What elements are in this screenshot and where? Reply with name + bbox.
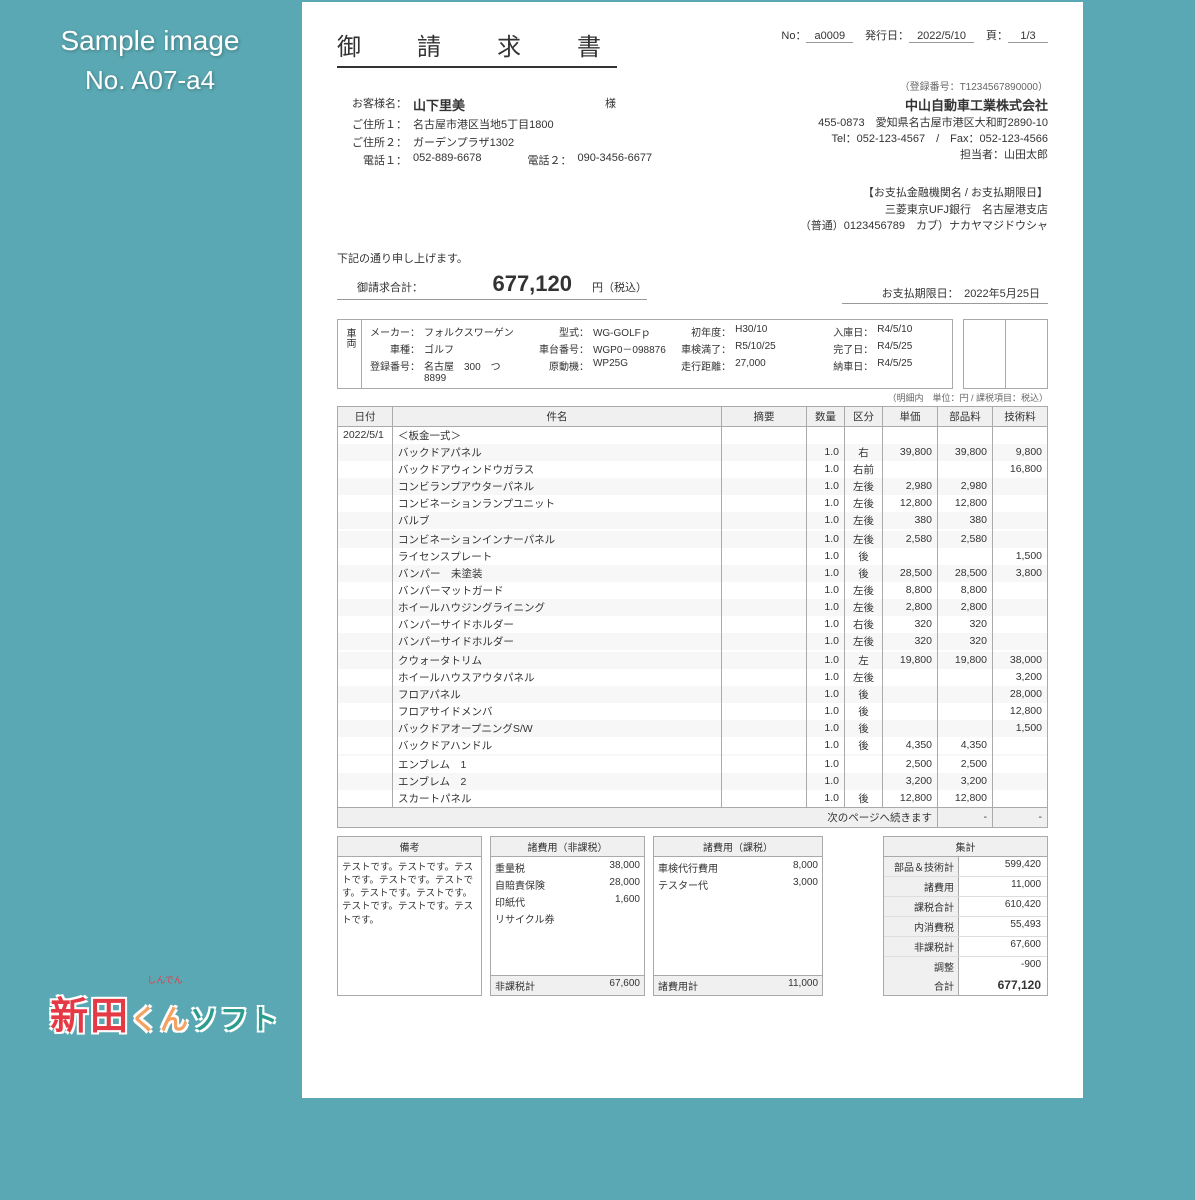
table-row: フロアパネル1.0後28,000 bbox=[338, 686, 1048, 703]
customer-addr2: ガーデンプラザ1302 bbox=[413, 134, 514, 150]
logo-kun: くん bbox=[130, 1004, 190, 1035]
table-row: バルブ1.0左後380380 bbox=[338, 512, 1048, 529]
page-no: 1/3 bbox=[1008, 30, 1048, 43]
logo-soft: ソフト bbox=[190, 1004, 280, 1035]
summary-row: 内消費税55,493 bbox=[884, 917, 1047, 937]
table-row: コンビランプアウターパネル1.0左後2,9802,980 bbox=[338, 478, 1048, 495]
logo-ruby: しんでん bbox=[50, 976, 280, 985]
table-row: コンビネーションインナーパネル1.0左後2,5802,580 bbox=[338, 531, 1048, 548]
remarks-text: テストです。テストです。テストです。テストです。テストです。テストです。テストで… bbox=[338, 857, 481, 967]
summary-row: 非課税計67,600 bbox=[884, 937, 1047, 957]
summary-row: 部品＆技術計599,420 bbox=[884, 857, 1047, 877]
summary-row: 調整-900 bbox=[884, 957, 1047, 976]
page-label: 頁： bbox=[986, 30, 1008, 42]
customer-addr1: 名古屋市港区当地5丁目1800 bbox=[413, 116, 554, 132]
table-row: クウォータトリム1.0左19,80019,80038,000 bbox=[338, 652, 1048, 669]
summary-total: 677,120 bbox=[959, 976, 1047, 995]
table-row: バックドアパネル1.0右39,80039,8009,800 bbox=[338, 444, 1048, 461]
vehicle-info: 車両 メーカー：フォルクスワーゲン 型式：WG-GOLFｐ 初年度：H30/10… bbox=[337, 319, 953, 389]
table-row: エンブレム 11.02,5002,500 bbox=[338, 756, 1048, 773]
table-row: 2022/5/1＜板金一式＞ bbox=[338, 426, 1048, 444]
grand-total: 御請求合計： 677,120 円（税込） bbox=[337, 271, 647, 300]
fees-tax: 諸費用（課税） 車検代行費用8,000テスター代3,000 諸費用計11,000 bbox=[653, 836, 823, 996]
unit-note: （明細内 単位：円 / 課税項目：税込） bbox=[337, 391, 1048, 404]
fee-row: リサイクル券 bbox=[495, 910, 640, 927]
total-amount: 677,120 bbox=[492, 271, 572, 297]
header-meta: No：a0009 発行日：2022/5/10 頁：1/3 bbox=[781, 27, 1048, 43]
invoice-no: a0009 bbox=[806, 30, 853, 43]
customer-block: お客様名：山下里美様 ご住所１：名古屋市港区当地5丁目1800 ご住所２：ガーデ… bbox=[337, 95, 652, 170]
table-row: バンパーサイドホルダー1.0左後320320 bbox=[338, 633, 1048, 650]
sidebar: Sample image No. A07-a4 しんでん 新田くんソフト bbox=[0, 0, 300, 1100]
table-row: バンパー 未塗装1.0後28,50028,5003,800 bbox=[338, 565, 1048, 582]
fees-nontax: 諸費用（非課税） 重量税38,000自賠責保険28,000印紙代1,600リサイ… bbox=[490, 836, 645, 996]
logo-kanji: 新田 bbox=[50, 996, 130, 1038]
customer-name: 山下里美 bbox=[413, 95, 465, 114]
table-row: バンパーサイドホルダー1.0右後320320 bbox=[338, 616, 1048, 633]
issue-date: 2022/5/10 bbox=[909, 30, 974, 43]
fee-row: 重量税38,000 bbox=[495, 859, 640, 876]
table-row: バンパーマットガード1.0左後8,8008,800 bbox=[338, 582, 1048, 599]
company-addr: 455-0873 愛知県名古屋市港区大和町2890-10 bbox=[818, 114, 1048, 130]
fee-row: 印紙代1,600 bbox=[495, 893, 640, 910]
table-row: バックドアオープニングS/W1.0後1,500 bbox=[338, 720, 1048, 737]
registration-no: （登録番号：T1234567890000） bbox=[337, 78, 1048, 93]
company-block: 中山自動車工業株式会社 455-0873 愛知県名古屋市港区大和町2890-10… bbox=[818, 95, 1048, 170]
summary-row: 課税合計610,420 bbox=[884, 897, 1047, 917]
table-row: コンビネーションランプユニット1.0左後12,80012,800 bbox=[338, 495, 1048, 512]
stamp-box bbox=[963, 319, 1048, 389]
bank-account: （普通）0123456789 カブ）ナカヤマジドウシャ bbox=[337, 218, 1048, 235]
payment-info: 【お支払金融機関名 / お支払期限日】 三菱東京UFJ銀行 名古屋港支店 （普通… bbox=[337, 185, 1048, 235]
customer-tel2: 090-3456-6677 bbox=[578, 152, 653, 168]
company-pic: 担当者：山田太郎 bbox=[818, 146, 1048, 162]
preamble: 下記の通り申し上げます。 bbox=[337, 250, 1048, 266]
summary-row: 諸費用11,000 bbox=[884, 877, 1047, 897]
table-row: フロアサイドメンバ1.0後12,800 bbox=[338, 703, 1048, 720]
fee-row: テスター代3,000 bbox=[658, 876, 818, 893]
customer-tel1: 052-889-6678 bbox=[413, 152, 482, 168]
table-row: バックドアハンドル1.0後4,3504,350 bbox=[338, 737, 1048, 754]
table-row: バックドアウィンドウガラス1.0右前16,800 bbox=[338, 461, 1048, 478]
continue-note: 次のページへ続きます bbox=[338, 807, 938, 827]
bank-name: 三菱東京UFJ銀行 名古屋港支店 bbox=[337, 202, 1048, 219]
table-row: スカートパネル1.0後12,80012,800 bbox=[338, 790, 1048, 808]
company-name: 中山自動車工業株式会社 bbox=[818, 95, 1048, 114]
document-title: 御 請 求 書 bbox=[337, 27, 617, 68]
sample-no: No. A07-a4 bbox=[0, 65, 300, 96]
remarks-box: 備考 テストです。テストです。テストです。テストです。テストです。テストです。テ… bbox=[337, 836, 482, 996]
items-table: 日付 件名 摘要 数量 区分 単価 部品料 技術料 2022/5/1＜板金一式＞… bbox=[337, 406, 1048, 828]
due-date: お支払期限日： 2022年5月25日 bbox=[842, 285, 1048, 304]
table-row: ホイールハウスアウタパネル1.0左後3,200 bbox=[338, 669, 1048, 686]
fee-row: 自賠責保険28,000 bbox=[495, 876, 640, 893]
company-tel: Tel：052-123-4567 / Fax：052-123-4566 bbox=[818, 130, 1048, 146]
table-row: ライセンスプレート1.0後1,500 bbox=[338, 548, 1048, 565]
summary-box: 集計 部品＆技術計599,420諸費用11,000課税合計610,420内消費税… bbox=[883, 836, 1048, 996]
sample-title: Sample image bbox=[0, 25, 300, 57]
invoice-page: 御 請 求 書 No：a0009 発行日：2022/5/10 頁：1/3 （登録… bbox=[300, 0, 1085, 1100]
fee-row: 車検代行費用8,000 bbox=[658, 859, 818, 876]
table-row: ホイールハウジングライニング1.0左後2,8002,800 bbox=[338, 599, 1048, 616]
date-label: 発行日： bbox=[865, 30, 909, 42]
table-row: エンブレム 21.03,2003,200 bbox=[338, 773, 1048, 790]
logo: しんでん 新田くんソフト bbox=[50, 976, 280, 1040]
no-label: No： bbox=[781, 30, 806, 42]
